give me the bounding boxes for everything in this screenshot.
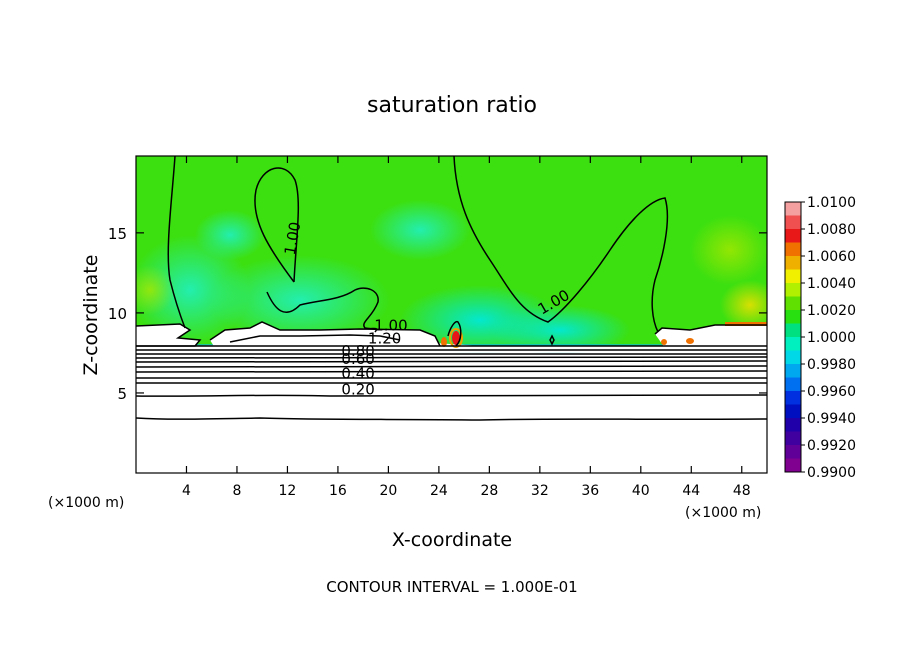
- contour-label: 1.20: [368, 329, 401, 347]
- contour-lines: [136, 156, 767, 421]
- contour-label: 0.40: [341, 365, 374, 383]
- field-orange-spot: [449, 328, 463, 348]
- colorbar-segment: [785, 404, 801, 419]
- contour-line-lower: [136, 370, 767, 373]
- field-cyan-region: [195, 210, 265, 260]
- field-red-spot: [452, 331, 460, 345]
- colorbar-segment: [785, 269, 801, 284]
- colorbar-label: 0.9900: [807, 465, 856, 481]
- contour-interval-text: CONTOUR INTERVAL = 1.000E-01: [326, 578, 577, 596]
- contour-label: 1.00: [374, 317, 407, 335]
- field-cyan-region: [370, 200, 470, 260]
- colorbar-segment: [785, 296, 801, 311]
- contour-line-1-00: [266, 287, 379, 333]
- colorbar-segment: [785, 431, 801, 446]
- colorbar-label: 1.0100: [807, 195, 856, 211]
- colorbar-segment: [785, 337, 801, 351]
- field-cyan-region: [210, 255, 390, 345]
- colorbar-segment: [785, 310, 801, 324]
- colorbar-segment: [785, 350, 801, 365]
- y-axis-label: Z-coordinate: [80, 255, 102, 376]
- colorbar-label: 1.0000: [807, 330, 856, 346]
- contour-line-cloud: [654, 324, 767, 335]
- x-tick-label: 48: [733, 483, 751, 499]
- colorbar-segment: [785, 377, 801, 392]
- x-tick-label: 8: [232, 483, 241, 499]
- field-orange-spot: [686, 338, 694, 344]
- field-orange-spot: [725, 322, 767, 326]
- field-yellow-region: [720, 280, 767, 330]
- x-tick-label: 36: [581, 483, 599, 499]
- x-tick-label: 24: [430, 483, 448, 499]
- colorbar-segment: [785, 229, 801, 243]
- y-tick-label: 15: [108, 225, 127, 243]
- colorbar-segment: [785, 391, 801, 405]
- contour-label: 1.00: [281, 220, 305, 256]
- contour-line-lower: [136, 394, 767, 397]
- colorbar-label: 1.0020: [807, 303, 856, 319]
- contour-line-1-00: [549, 334, 555, 346]
- x-tick-label: 4: [182, 483, 191, 499]
- cloud-region: [655, 325, 767, 350]
- x-tick-label: 20: [379, 483, 397, 499]
- contour-line-lower: [136, 417, 767, 421]
- contour-line-cloud: [209, 321, 441, 347]
- field-yellow-region: [690, 215, 767, 285]
- contour-label: 0.80: [341, 342, 374, 360]
- colorbar-label: 0.9940: [807, 411, 856, 427]
- field-cyan-region: [490, 305, 630, 355]
- colorbar-label: 1.0080: [807, 222, 856, 238]
- x-tick-label: 12: [279, 483, 297, 499]
- x-unit-label: (×1000 m): [685, 505, 761, 521]
- contour-line-1-00: [453, 156, 669, 333]
- x-tick-label: 16: [329, 483, 347, 499]
- field-orange-spot: [441, 337, 447, 347]
- colorbar-segment: [785, 323, 801, 338]
- x-tick-label: 28: [480, 483, 498, 499]
- colorbar-label: 0.9920: [807, 438, 856, 454]
- contour-line-lower: [136, 356, 767, 359]
- colorbar-segment: [785, 256, 801, 270]
- colorbar-segment: [785, 445, 801, 459]
- x-tick-label: 44: [682, 483, 700, 499]
- colorbar-segment: [785, 364, 801, 378]
- x-axis-ticks: 4 8 12 16 20 24 28 32 36 40 44 48: [182, 156, 751, 499]
- colorbar-label: 1.0040: [807, 276, 856, 292]
- colorbar-segment: [785, 215, 801, 230]
- colorbar-segment: [785, 283, 801, 297]
- contour-line-lower: [136, 365, 767, 368]
- contour-line-1-00: [167, 156, 186, 329]
- colorbar: 1.0100 1.0080 1.0060 1.0040 1.0020 1.0000 0.99…: [784, 195, 856, 481]
- colorbar-label: 0.9980: [807, 357, 856, 373]
- x-axis-label: X-coordinate: [392, 529, 512, 551]
- plot-area: [136, 156, 767, 473]
- y-axis-ticks: 5 10 15: [108, 225, 767, 403]
- x-tick-label: 40: [632, 483, 650, 499]
- colorbar-segment: [785, 202, 801, 216]
- y-tick-label: 10: [108, 305, 127, 323]
- z-unit-label: (×1000 m): [48, 495, 124, 511]
- contour-line-cloud: [229, 334, 401, 343]
- contour-line-1-00: [254, 167, 300, 283]
- colorbar-segment: [785, 242, 801, 257]
- cloud-region: [136, 324, 200, 346]
- contour-line-1-00: [447, 320, 462, 347]
- y-tick-label: 5: [117, 385, 127, 403]
- chart-title: saturation ratio: [367, 93, 537, 118]
- x-tick-label: 32: [531, 483, 549, 499]
- field-yellow-region: [136, 265, 175, 315]
- contour-label: 0.20: [341, 381, 374, 399]
- field-orange-spot: [661, 339, 667, 345]
- colorbar-segment: [785, 458, 801, 473]
- colorbar-label: 0.9960: [807, 384, 856, 400]
- contour-line-lower: [136, 360, 767, 363]
- colorbar-label: 1.0060: [807, 249, 856, 265]
- contour-label: 0.60: [341, 350, 374, 368]
- colorbar-segment: [785, 418, 801, 432]
- plot-border: [135, 155, 768, 474]
